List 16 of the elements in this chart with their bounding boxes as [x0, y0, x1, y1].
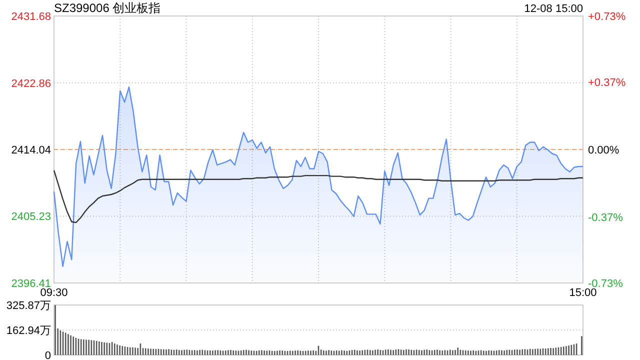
line-series [53, 170, 584, 224]
y-tick-label: 162.94万 [6, 325, 51, 337]
y2-tick-label: +0.73% [588, 11, 626, 23]
y-tick-label: 325.87万 [6, 300, 51, 312]
y2-tick-label: 0.00% [588, 144, 620, 156]
chart-title: SZ399006 创业板指 [54, 1, 161, 15]
text: 12-08 15:00 [524, 3, 583, 15]
y-tick-label: 2431.68 [11, 11, 51, 23]
x-tick-label: 09:30 [40, 287, 68, 299]
y-tick-label: 2405.23 [11, 211, 51, 224]
y2-tick-label: +0.37% [588, 76, 626, 89]
y-tick-label: 2414.04 [11, 144, 51, 157]
y-tick-label: 0 [44, 350, 51, 360]
y-tick-label: 2422.86 [11, 78, 51, 90]
x-tick-label: 15:00 [569, 287, 597, 299]
y2-tick-label: -0.37% [588, 212, 624, 224]
